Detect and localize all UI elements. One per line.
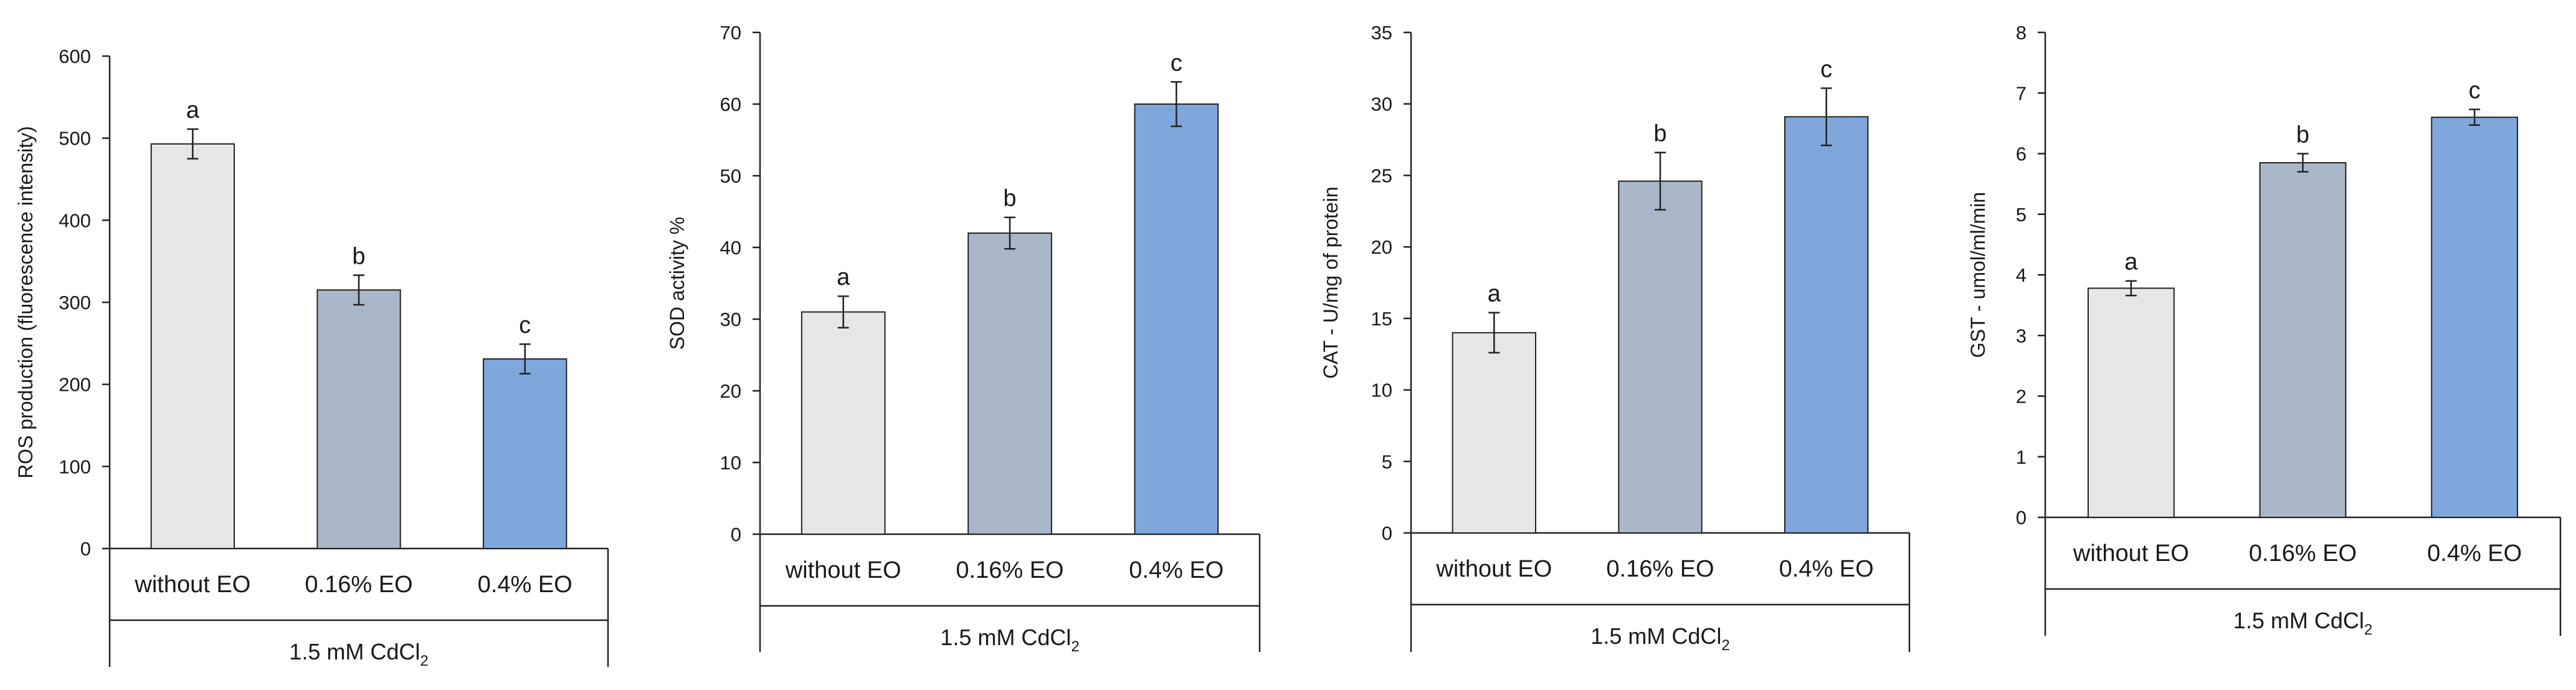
y-tick-label: 200: [59, 374, 91, 396]
y-tick-label: 2: [2016, 386, 2027, 408]
y-tick-label: 30: [1371, 93, 1392, 115]
y-tick-label: 15: [1371, 308, 1392, 330]
bar: [967, 232, 1052, 535]
y-axis-label: CAT - U/mg of protein: [1319, 186, 1342, 378]
significance-letter: c: [1820, 56, 1832, 82]
category-label: 0.16% EO: [305, 572, 412, 598]
panel-gst: 0 1 2 3 4 5 6 7 8 GST - umol/ml/min a without EO b 0.…: [1967, 22, 2562, 638]
bar: [1784, 116, 1869, 534]
category-label: 0.16% EO: [956, 557, 1063, 583]
category-label: without EO: [1435, 556, 1552, 582]
category-label: without EO: [785, 557, 901, 583]
y-tick-label: 30: [720, 309, 741, 330]
significance-letter: a: [837, 264, 850, 290]
y-tick-label: 6: [2016, 143, 2027, 165]
bar: [483, 358, 568, 549]
y-axis-label: SOD activity %: [666, 217, 688, 350]
y-tick-label: 500: [59, 128, 91, 150]
group-label-subscript: 2: [1071, 638, 1079, 655]
y-tick-label: 0: [80, 538, 91, 560]
y-tick-label: 5: [1382, 451, 1392, 472]
panel-ros: 0 100 200 300 400 500 600 ROS production (fluor…: [14, 46, 609, 669]
y-tick-label: 0: [1382, 522, 1392, 544]
bar: [2087, 287, 2175, 518]
significance-letter: b: [1653, 121, 1666, 147]
panel-cat: 0 5 10 15 20 25 30 35 CAT - U/mg of protein a with…: [1319, 22, 1911, 654]
y-tick-label: 1: [2016, 446, 2027, 468]
category-label: without EO: [2073, 540, 2189, 567]
y-tick-label: 20: [720, 380, 741, 402]
group-label-subscript: 2: [420, 653, 428, 669]
group-label: 1.5 mM CdCl2: [940, 625, 1079, 655]
bar: [316, 289, 401, 549]
bar: [150, 143, 235, 549]
y-tick-label: 5: [2016, 204, 2027, 226]
group-label-subscript: 2: [1721, 637, 1729, 654]
y-tick-label: 8: [2016, 22, 2027, 44]
category-label: 0.4% EO: [1779, 556, 1874, 582]
significance-letter: b: [1003, 186, 1016, 212]
significance-letter: c: [2469, 78, 2481, 104]
bar: [2431, 117, 2519, 518]
y-tick-label: 35: [1371, 22, 1392, 44]
group-label-text: 1.5 mM CdCl: [1590, 623, 1721, 649]
significance-letter: a: [1488, 281, 1501, 307]
y-tick-label: 40: [720, 237, 741, 259]
bar: [1618, 180, 1703, 534]
group-label: 1.5 mM CdCl2: [1590, 623, 1729, 654]
y-axis-label: GST - umol/ml/min: [1967, 192, 1989, 358]
y-tick-label: 0: [731, 524, 741, 545]
y-tick-label: 60: [720, 93, 741, 115]
y-tick-label: 25: [1371, 165, 1392, 186]
category-label: 0.4% EO: [1129, 557, 1224, 583]
significance-letter: b: [2296, 122, 2309, 148]
category-label: without EO: [134, 572, 250, 598]
y-tick-label: 10: [720, 452, 741, 474]
significance-letter: a: [186, 97, 200, 123]
y-tick-label: 10: [1371, 380, 1392, 401]
category-label: 0.16% EO: [2249, 540, 2357, 567]
significance-letter: c: [1171, 50, 1182, 76]
y-tick-label: 600: [59, 46, 91, 67]
group-label-text: 1.5 mM CdCl: [940, 625, 1071, 650]
bar: [801, 311, 886, 535]
category-label: 0.16% EO: [1606, 556, 1714, 582]
y-tick-label: 0: [2016, 507, 2027, 529]
bar: [1134, 103, 1219, 535]
group-label: 1.5 mM CdCl2: [2233, 608, 2372, 638]
group-label-text: 1.5 mM CdCl: [2233, 608, 2364, 633]
bar: [1452, 332, 1537, 534]
y-tick-label: 20: [1371, 236, 1392, 258]
y-tick-label: 50: [720, 165, 741, 187]
y-tick-label: 70: [720, 22, 741, 44]
category-label: 0.4% EO: [478, 572, 573, 598]
y-tick-label: 3: [2016, 325, 2027, 347]
group-label-text: 1.5 mM CdCl: [289, 639, 420, 664]
group-label-subscript: 2: [2364, 621, 2372, 638]
y-tick-label: 7: [2016, 82, 2027, 104]
significance-letter: a: [2124, 249, 2138, 276]
y-tick-label: 300: [59, 292, 91, 314]
group-label: 1.5 mM CdCl2: [289, 639, 428, 669]
y-tick-label: 400: [59, 209, 91, 231]
panel-sod: 0 10 20 30 40 50 60 70 SOD activity % a without EO…: [666, 22, 1261, 655]
bar: [2259, 162, 2347, 518]
significance-letter: c: [519, 312, 531, 338]
significance-letter: b: [352, 244, 365, 270]
y-tick-label: 100: [59, 456, 91, 477]
category-label: 0.4% EO: [2427, 540, 2522, 567]
y-axis-label: ROS production (fluorescence intensity): [14, 126, 37, 479]
y-tick-label: 4: [2016, 264, 2027, 286]
